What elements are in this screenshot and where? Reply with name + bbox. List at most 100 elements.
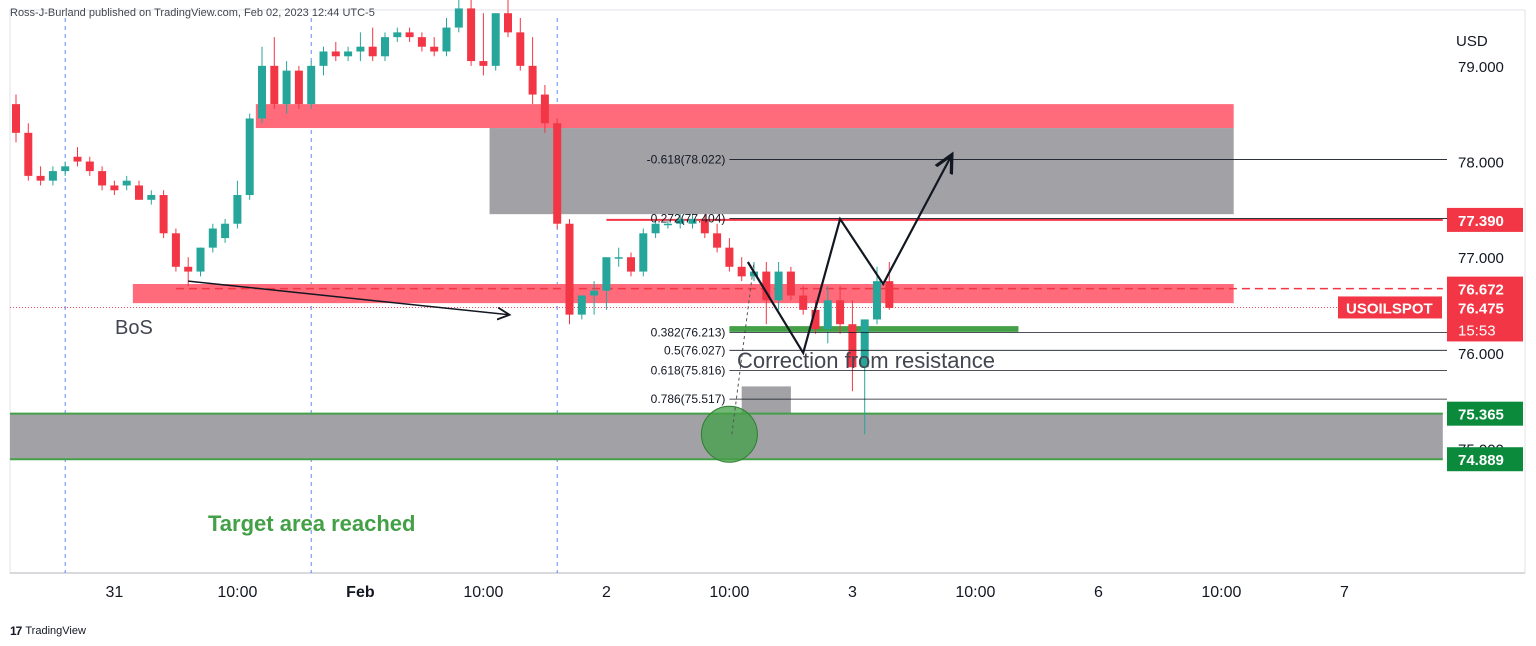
candle-body: [504, 13, 512, 33]
candle-body: [24, 132, 33, 176]
candle: [405, 27, 414, 42]
publisher-caption: Ross-J-Burland published on TradingView.…: [10, 7, 375, 19]
candle: [159, 190, 168, 239]
tradingview-logo: 17 TradingView: [10, 624, 86, 638]
x-tick-label: 2: [602, 584, 611, 601]
candle: [860, 319, 869, 435]
candle-body: [221, 223, 230, 239]
candle-body: [12, 104, 20, 133]
candle: [368, 27, 377, 62]
x-tick-label: 10:00: [955, 584, 995, 601]
candle: [651, 218, 660, 239]
candle: [61, 161, 70, 176]
candle: [504, 0, 512, 38]
candle: [196, 247, 205, 277]
currency-label: USD: [1456, 33, 1488, 50]
candle: [381, 32, 389, 62]
correction-annotation: Correction from resistance: [737, 348, 995, 373]
candle-body: [258, 65, 266, 119]
candle-body: [774, 271, 783, 301]
price-label-box: [1447, 207, 1523, 232]
current-price-tag: USOILSPOT 76.475 15:53: [1338, 295, 1523, 342]
x-tick-label: 10:00: [709, 584, 749, 601]
candle: [836, 285, 845, 334]
candle-body: [233, 195, 242, 224]
candle-body: [270, 65, 279, 105]
candle-body: [307, 65, 316, 105]
candle-body: [85, 161, 94, 172]
candle: [454, 0, 463, 33]
candle-body: [417, 37, 426, 47]
candle: [688, 214, 697, 229]
candle-body: [688, 218, 697, 224]
price-label-text: 76.672: [1458, 282, 1504, 299]
candle-body: [171, 233, 180, 267]
candle: [307, 61, 316, 109]
candle-body: [48, 171, 57, 181]
candle: [528, 37, 537, 105]
symbol-tag-box: [1338, 296, 1442, 319]
zone-red: [132, 284, 1234, 304]
x-tick-label: 10:00: [217, 584, 257, 601]
target-annotation: Target area reached: [208, 511, 415, 536]
candle-body: [565, 223, 574, 315]
x-tick-label: 10:00: [1201, 584, 1241, 601]
candle: [171, 228, 180, 272]
y-tick-label: 78.000: [1458, 155, 1504, 172]
candle: [36, 166, 45, 186]
candle-body: [368, 46, 377, 57]
candle: [282, 61, 291, 114]
candle: [245, 113, 254, 200]
candle: [85, 156, 94, 176]
candle: [491, 13, 500, 71]
price-label: 77.390: [1447, 207, 1523, 232]
fib-level-label: 0.786(75.517): [651, 392, 726, 406]
projection-path: [746, 157, 951, 356]
candle-body: [651, 223, 660, 234]
candle-body: [98, 171, 107, 186]
candle-body: [430, 46, 439, 52]
candle-body: [602, 257, 611, 291]
candle: [786, 266, 795, 301]
fib-level-label: 0.382(76.213): [651, 326, 726, 340]
candle-body: [590, 290, 599, 296]
candle: [12, 94, 20, 143]
candle-body: [196, 247, 205, 272]
candle-body: [860, 319, 869, 368]
candle: [663, 218, 672, 229]
candle: [270, 37, 279, 109]
candle: [122, 175, 131, 191]
candle-body: [811, 309, 820, 329]
fib-level-label: 0.618(75.816): [651, 364, 726, 378]
x-tick-label: Feb: [346, 584, 375, 601]
candle-body: [700, 218, 709, 234]
price-label: 75.365: [1447, 401, 1523, 426]
candle-body: [467, 8, 476, 62]
candle-body: [713, 233, 722, 248]
candle: [135, 180, 143, 200]
candle: [639, 228, 648, 277]
candle-body: [454, 8, 463, 28]
candle: [442, 18, 451, 57]
y-tick-label: 77.000: [1458, 250, 1504, 267]
price-label-text: 75.365: [1458, 407, 1504, 424]
candle-body: [381, 37, 389, 57]
candle: [356, 32, 365, 62]
candle-body: [344, 51, 353, 57]
candle: [73, 147, 82, 167]
target-circle: [700, 405, 758, 463]
zone-green: [729, 326, 1019, 332]
candle: [319, 46, 328, 76]
y-tick-label: 79.000: [1458, 59, 1504, 76]
candle: [147, 190, 156, 205]
candle: [98, 166, 107, 191]
price-label-box: [1447, 447, 1523, 472]
candle: [516, 18, 525, 71]
candle-body: [848, 324, 857, 368]
bos-annotation: BoS: [115, 317, 153, 339]
candle-body: [442, 27, 451, 52]
candle: [344, 46, 353, 62]
tradingview-brand: TradingView: [25, 625, 86, 637]
price-label-box: [1447, 401, 1523, 426]
